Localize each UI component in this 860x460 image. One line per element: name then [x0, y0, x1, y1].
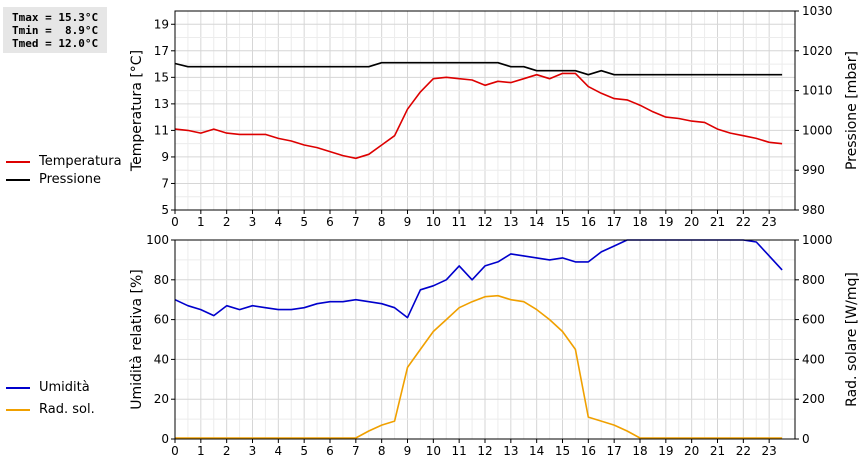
x-tick-label: 17: [607, 444, 622, 458]
stat-tmin: Tmin = 8.9°C: [12, 24, 99, 37]
series-line-umidit: [174, 239, 783, 319]
x-tick-label: 6: [326, 444, 334, 458]
x-tick-label: 19: [658, 215, 673, 229]
y-tick-label: 100: [146, 233, 169, 247]
x-tick-label: 1: [197, 215, 205, 229]
x-tick-label: 18: [632, 444, 647, 458]
legend-label: Temperatura: [39, 154, 122, 169]
y-tick-label: 13: [154, 97, 169, 111]
x-tick-label: 17: [607, 215, 622, 229]
x-tick-label: 20: [684, 215, 699, 229]
legend-swatch: [6, 161, 30, 163]
y-tick-label: 5: [161, 203, 169, 217]
y2-tick-label: 800: [802, 273, 825, 287]
stats-box: Tmax = 15.3°C Tmin = 8.9°C Tmed = 12.0°C: [3, 7, 107, 53]
x-tick-label: 12: [477, 444, 492, 458]
bottom-y2label: Rad. solare [W/mq]: [844, 272, 860, 407]
x-tick-label: 12: [477, 215, 492, 229]
x-tick-label: 23: [762, 215, 777, 229]
x-tick-label: 19: [658, 444, 673, 458]
x-tick-label: 4: [275, 444, 283, 458]
y2-tick-label: 200: [802, 392, 825, 406]
x-tick-label: 11: [452, 215, 467, 229]
legend-label: Pressione: [39, 172, 102, 187]
series-line-temperatura: [174, 72, 783, 160]
x-tick-label: 13: [503, 215, 518, 229]
y-tick-label: 15: [154, 70, 169, 84]
x-tick-label: 20: [684, 444, 699, 458]
series-line-pressione: [174, 61, 783, 76]
stat-tmed: Tmed = 12.0°C: [12, 37, 99, 50]
y-tick-label: 80: [154, 273, 169, 287]
series-line-rad-sol: [175, 294, 783, 439]
y-tick-label: 60: [154, 313, 169, 327]
x-tick-label: 21: [710, 444, 725, 458]
y2-tick-label: 400: [802, 352, 825, 366]
legend-swatch: [6, 387, 30, 389]
x-tick-label: 14: [529, 444, 544, 458]
x-tick-label: 5: [300, 444, 308, 458]
x-tick-label: 9: [404, 444, 412, 458]
y-tick-label: 0: [161, 432, 169, 446]
y-tick-label: 17: [154, 44, 169, 58]
x-tick-label: 23: [762, 444, 777, 458]
y-tick-label: 19: [154, 17, 169, 31]
x-tick-label: 7: [352, 444, 360, 458]
x-tick-label: 1: [197, 444, 205, 458]
x-tick-label: 0: [171, 215, 179, 229]
x-tick-label: 8: [378, 444, 386, 458]
x-tick-label: 9: [404, 215, 412, 229]
x-tick-label: 2: [223, 215, 231, 229]
x-tick-label: 3: [249, 215, 257, 229]
y-tick-label: 9: [161, 150, 169, 164]
legend-label: Umidità: [39, 380, 90, 395]
x-tick-label: 13: [503, 444, 518, 458]
x-tick-label: 11: [452, 444, 467, 458]
x-tick-label: 8: [378, 215, 386, 229]
y-tick-label: 20: [154, 392, 169, 406]
y2-tick-label: 600: [802, 313, 825, 327]
y-tick-label: 7: [161, 176, 169, 190]
y2-tick-label: 1000: [802, 233, 833, 247]
x-tick-label: 10: [426, 215, 441, 229]
bottom-ylabel: Umidità relativa [%]: [129, 269, 145, 410]
stat-tmax: Tmax = 15.3°C: [12, 11, 99, 24]
top-ylabel: Temperatura [°C]: [129, 50, 145, 172]
y2-tick-label: 1020: [802, 44, 833, 58]
x-tick-label: 22: [736, 444, 751, 458]
y-tick-label: 11: [154, 123, 169, 137]
x-tick-label: 3: [249, 444, 257, 458]
x-tick-label: 0: [171, 444, 179, 458]
legend-swatch: [6, 409, 30, 411]
x-tick-label: 16: [581, 444, 596, 458]
y2-tick-label: 980: [802, 203, 825, 217]
y2-tick-label: 990: [802, 163, 825, 177]
x-tick-label: 14: [529, 215, 544, 229]
x-tick-label: 6: [326, 215, 334, 229]
legend-label: Rad. sol.: [39, 402, 95, 417]
y2-tick-label: 1010: [802, 84, 833, 98]
y2-tick-label: 0: [802, 432, 810, 446]
x-tick-label: 10: [426, 444, 441, 458]
top-y2label: Pressione [mbar]: [844, 51, 860, 170]
x-tick-label: 15: [555, 444, 570, 458]
x-tick-label: 22: [736, 215, 751, 229]
x-tick-label: 4: [275, 215, 283, 229]
y2-tick-label: 1000: [802, 123, 833, 137]
x-tick-label: 5: [300, 215, 308, 229]
x-tick-label: 21: [710, 215, 725, 229]
y-tick-label: 40: [154, 352, 169, 366]
x-tick-label: 2: [223, 444, 231, 458]
x-tick-label: 16: [581, 215, 596, 229]
x-tick-label: 18: [632, 215, 647, 229]
x-tick-label: 15: [555, 215, 570, 229]
x-tick-label: 7: [352, 215, 360, 229]
legend-swatch: [6, 179, 30, 181]
y2-tick-label: 1030: [802, 4, 833, 18]
